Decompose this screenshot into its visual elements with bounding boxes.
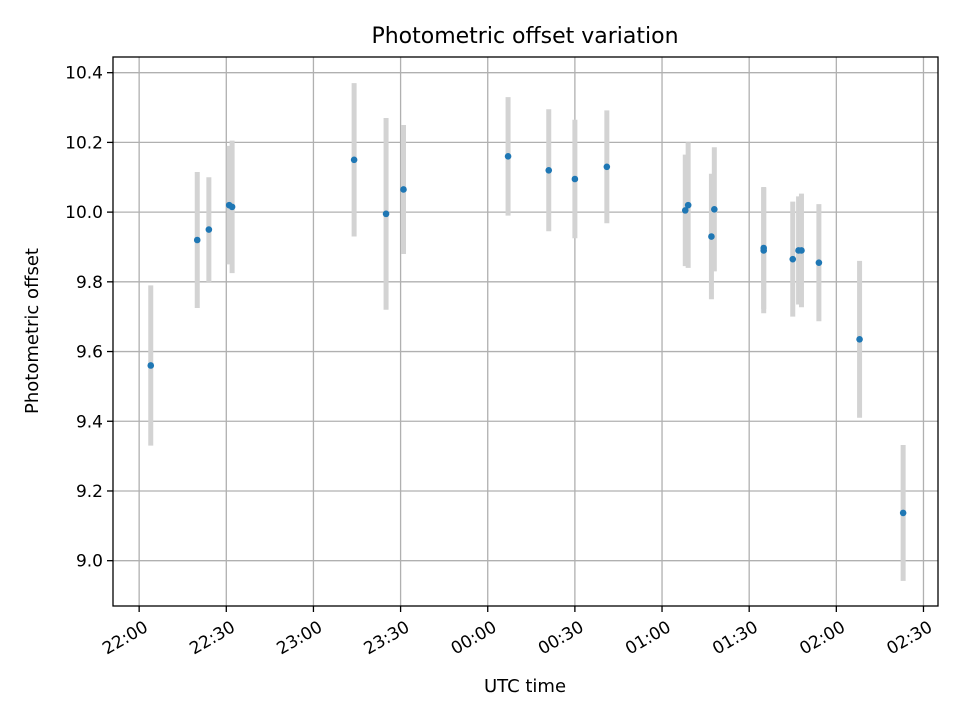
y-axis-label: Photometric offset <box>22 248 43 414</box>
data-point <box>205 226 213 233</box>
y-tick-label: 9.6 <box>76 343 103 363</box>
data-point <box>350 156 358 164</box>
data-point <box>789 255 797 263</box>
data-point <box>681 207 689 214</box>
data-point <box>193 236 201 244</box>
y-tick-label: 10.4 <box>65 64 103 84</box>
data-point <box>760 244 768 252</box>
data-point <box>504 153 512 160</box>
chart-title: Photometric offset variation <box>371 24 678 49</box>
data-point <box>708 233 715 240</box>
x-axis-label: UTC time <box>484 676 566 697</box>
data-point <box>603 163 611 171</box>
data-point <box>899 509 907 517</box>
y-tick-label: 10.0 <box>65 203 103 223</box>
plot-frame <box>112 56 939 607</box>
data-point <box>856 336 863 343</box>
point-layer <box>147 153 907 517</box>
y-tick-label: 9.8 <box>76 273 103 293</box>
data-point <box>684 201 692 209</box>
y-tick-label: 10.2 <box>65 133 103 153</box>
data-point <box>571 175 579 183</box>
y-tick-label: 9.0 <box>76 552 103 572</box>
data-point <box>147 362 155 369</box>
data-point <box>228 203 236 211</box>
data-point <box>400 186 407 193</box>
data-point <box>711 206 718 213</box>
y-tick-label: 9.4 <box>76 412 103 432</box>
data-point <box>815 259 823 266</box>
data-point <box>545 166 553 174</box>
data-point <box>798 247 805 254</box>
data-point <box>382 210 390 218</box>
y-tick-label: 9.2 <box>76 482 103 502</box>
